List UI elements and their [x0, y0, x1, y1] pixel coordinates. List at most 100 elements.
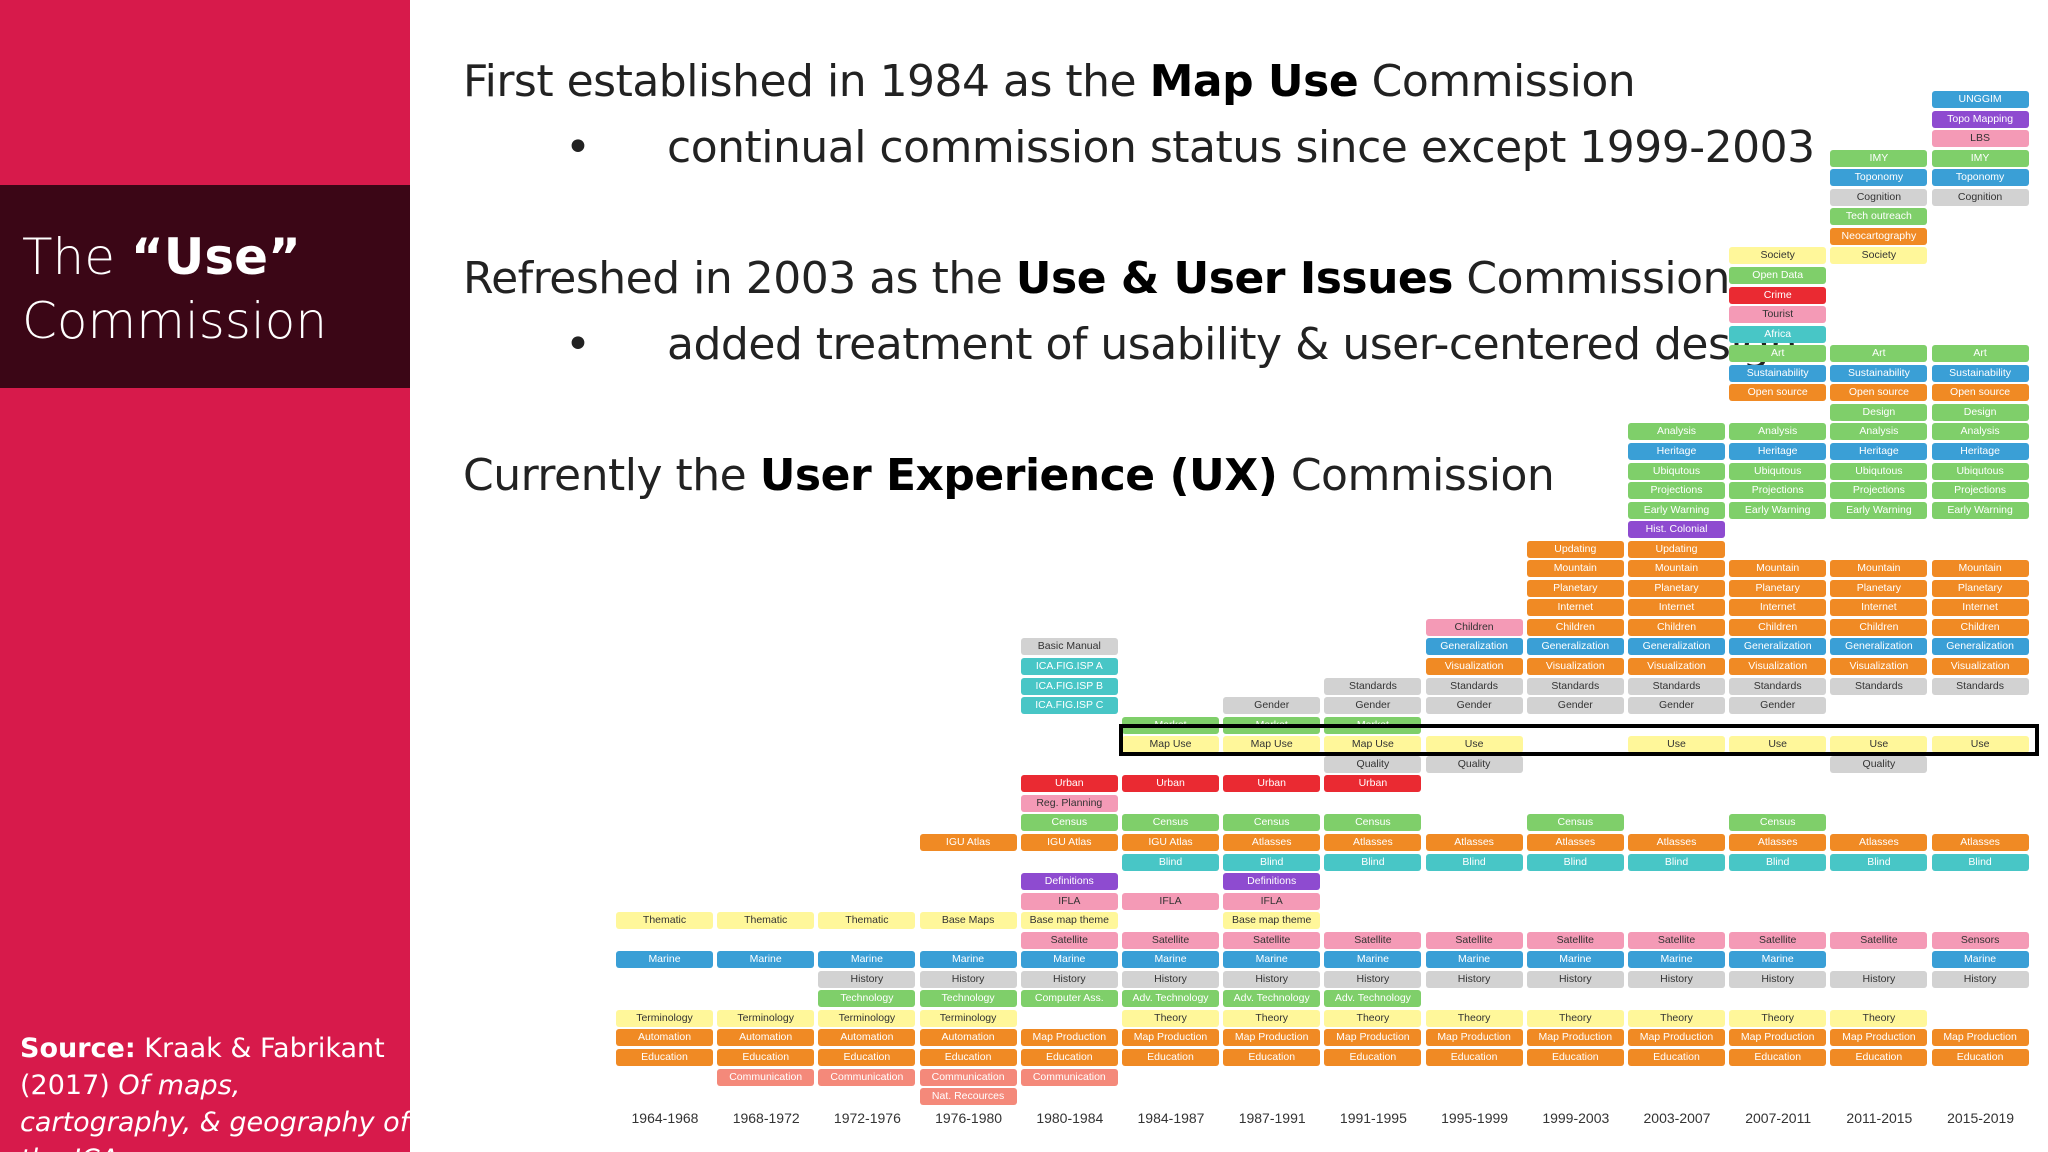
commission-box: Census [1729, 814, 1827, 832]
line2-b: Use & User Issues [1015, 253, 1454, 304]
commission-box: History [1223, 970, 1321, 988]
commission-box: Definitions [1223, 873, 1321, 891]
commission-box: Analysis [1830, 423, 1928, 441]
commission-box: Census [1020, 814, 1118, 832]
commission-box: Marine [919, 951, 1017, 969]
commission-box: Analysis [1931, 423, 2029, 441]
source-citation: Source: Kraak & Fabrikant (2017) Of maps… [20, 1030, 410, 1152]
commission-box: Education [717, 1049, 815, 1066]
commission-box: Visualization [1526, 658, 1624, 675]
commission-box: Ubiqutous [1628, 462, 1725, 480]
commission-box: Atlasses [1931, 833, 2029, 851]
commission-box: Census [1122, 814, 1219, 832]
commission-box: IMY [1931, 149, 2029, 167]
commission-box: Communication [818, 1068, 916, 1086]
line3-a: Currently the [463, 450, 760, 501]
commission-box: Marine [1020, 951, 1118, 969]
commission-box: Satellite [1425, 931, 1523, 949]
commission-box: Tech outreach [1830, 208, 1928, 226]
period-label: 1964-1968 [631, 1110, 699, 1126]
commission-box: Atlasses [1729, 833, 1827, 851]
commission-box: Generalization [1931, 638, 2029, 656]
commission-box: Map Use [1223, 736, 1321, 754]
commission-box: Thematic [717, 912, 815, 930]
title-line2: Commission [22, 292, 328, 350]
commission-box: Children [1425, 618, 1523, 636]
commission-box: IFLA [1122, 892, 1219, 910]
commission-box: Gender [1324, 697, 1422, 715]
bullet-2: added treatment of usability & user-cent… [667, 319, 1797, 370]
period-label: 1968-1972 [732, 1110, 800, 1126]
commission-box: Census [1223, 814, 1321, 832]
commission-box: Atlasses [1628, 833, 1725, 851]
commission-box: Map Use [1324, 736, 1422, 754]
commission-box: IFLA [1020, 892, 1118, 910]
commission-box: Standards [1425, 677, 1523, 695]
source-text: Kraak & Fabrikant (2017) [20, 1033, 385, 1101]
commission-box: Africa [1729, 325, 1827, 343]
commission-box: History [1628, 970, 1725, 988]
commission-box: Neocartography [1830, 227, 1928, 245]
commission-box: Sustainability [1830, 364, 1928, 382]
commission-box: Generalization [1830, 638, 1928, 656]
commission-box: Base map theme [1020, 912, 1118, 930]
commission-box: Gender [1425, 697, 1523, 715]
commission-box: Planetary [1729, 579, 1827, 597]
commission-box: Nat. Recources [919, 1088, 1017, 1106]
commission-box: Open Data [1729, 267, 1827, 284]
commission-box: IFLA [1223, 892, 1321, 910]
commission-box: Terminology [818, 1009, 916, 1027]
commission-box: Marine [1122, 951, 1219, 969]
commission-box: Gender [1628, 697, 1725, 715]
commission-box: Blind [1729, 853, 1827, 871]
commission-box: ICA.FIG.ISP B [1020, 677, 1118, 695]
commission-box: Map Production [1122, 1029, 1219, 1047]
commission-box: Education [1122, 1049, 1219, 1066]
commission-box: IGU Atlas [919, 833, 1017, 851]
commission-box: Internet [1830, 599, 1928, 617]
commission-box: Projections [1628, 482, 1725, 500]
commission-box: Sustainability [1729, 364, 1827, 382]
commission-box: Use [1729, 736, 1827, 754]
commission-box: Generalization [1729, 638, 1827, 656]
commission-box: Satellite [1020, 931, 1118, 949]
period-label: 2003-2007 [1643, 1110, 1711, 1126]
commission-box: Blind [1830, 853, 1928, 871]
commission-box: Early Warning [1628, 501, 1725, 519]
commission-box: Satellite [1223, 931, 1321, 949]
period-label: 1991-1995 [1339, 1110, 1407, 1126]
slide-title: The “Use” Commission [22, 225, 327, 353]
commission-box: Map Production [1020, 1029, 1118, 1047]
commission-box: Heritage [1628, 442, 1725, 460]
commission-box: Topo Mapping [1931, 110, 2029, 128]
commission-box: Atlasses [1526, 833, 1624, 851]
commission-box: History [1830, 970, 1928, 988]
commission-box: Atlasses [1830, 833, 1928, 851]
commission-box: Satellite [1526, 931, 1624, 949]
commission-box: History [1425, 970, 1523, 988]
commission-box: Base Maps [919, 912, 1017, 930]
commission-box: Census [1526, 814, 1624, 832]
commission-box: Internet [1931, 599, 2029, 617]
period-label: 2007-2011 [1745, 1110, 1812, 1126]
commission-box: Visualization [1729, 658, 1827, 675]
use-commission-highlight-box [1119, 724, 2039, 756]
commission-box: Internet [1526, 599, 1624, 617]
commission-box: Education [1425, 1049, 1523, 1066]
commission-box: Art [1830, 345, 1928, 363]
commission-box: Early Warning [1931, 501, 2029, 519]
line2-a: Refreshed in 2003 as the [463, 253, 1016, 304]
commission-box: Satellite [1729, 931, 1827, 949]
commission-box: Marine [1223, 951, 1321, 969]
commission-box: History [818, 970, 916, 988]
commission-box: Theory [1628, 1009, 1725, 1027]
commission-box: Use [1425, 736, 1523, 754]
commission-box: Planetary [1628, 579, 1725, 597]
commission-box: Use [1931, 736, 2029, 754]
commission-box: Gender [1223, 697, 1321, 715]
commission-box: Visualization [1931, 658, 2029, 675]
commission-box: History [1020, 970, 1118, 988]
commission-box: Generalization [1425, 638, 1523, 656]
bullet-dot-1: • [565, 122, 591, 173]
commission-box: Theory [1425, 1009, 1523, 1027]
